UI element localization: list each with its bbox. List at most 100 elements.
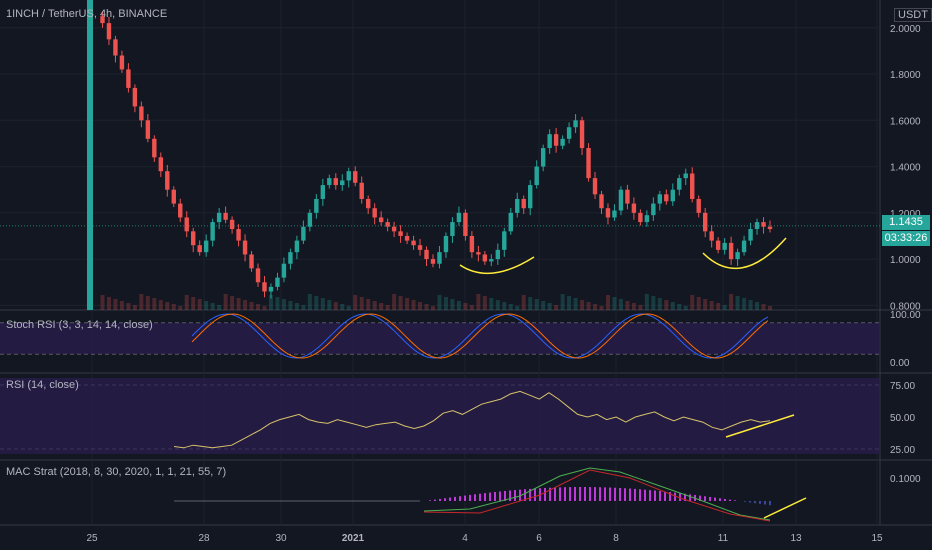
candle: [255, 268, 261, 283]
mac-signal-line: [423, 469, 771, 522]
candle: [327, 178, 332, 186]
candle: [690, 173, 695, 199]
volume-bar: [346, 306, 351, 310]
volume-bar: [489, 298, 494, 310]
candle: [113, 39, 118, 56]
mac-hist-bar: [519, 489, 521, 501]
volume-bar: [554, 305, 559, 310]
mac-hist-bar: [609, 487, 611, 501]
candle: [378, 217, 384, 223]
candle: [443, 235, 449, 253]
volume-bar: [742, 298, 747, 310]
volume-bar: [385, 305, 390, 310]
candle: [631, 203, 637, 213]
volume-bar: [268, 295, 273, 310]
volume-bar: [690, 295, 695, 310]
volume-bar: [735, 296, 740, 310]
volume-bar: [502, 302, 507, 310]
symbol-title[interactable]: 1INCH / TetherUS, 4h, BINANCE: [6, 8, 168, 20]
mac-hist-bar: [654, 490, 656, 501]
candle: [599, 194, 604, 209]
mac-hist-bar: [659, 491, 661, 501]
candle: [216, 212, 222, 223]
mac-hist-bar: [749, 501, 751, 503]
candle: [540, 148, 546, 167]
mac-hist-bar: [724, 498, 726, 501]
time-tick-label: 30: [275, 533, 287, 544]
volume-bar: [281, 299, 286, 310]
rsi-trendline: [725, 414, 795, 438]
mac-hist-bar: [564, 487, 566, 501]
candle: [657, 194, 663, 204]
mac-hist-bar: [759, 501, 761, 504]
candle: [281, 263, 287, 278]
volume-bar: [593, 304, 598, 310]
mac-strat-label[interactable]: MAC Strat (2018, 8, 30, 2020, 1, 1, 21, …: [6, 466, 227, 478]
candle: [683, 173, 688, 179]
mac-hist-bar: [429, 500, 431, 501]
candle: [618, 189, 624, 211]
candle: [696, 198, 701, 213]
stoch-rsi-label[interactable]: Stoch RSI (3, 3, 14, 14, close): [6, 319, 153, 331]
mac-hist-bar: [499, 491, 501, 501]
candle: [605, 208, 611, 218]
candle: [100, 16, 105, 24]
volume-bar: [230, 296, 235, 310]
candle: [709, 231, 714, 241]
rsi-series-line: [173, 390, 771, 449]
candle: [767, 226, 773, 230]
mac-hist-bar: [459, 496, 461, 501]
candle: [249, 254, 254, 269]
countdown-tag: 03:33:26: [882, 231, 930, 246]
volume-bar: [262, 306, 267, 310]
candle: [223, 212, 228, 220]
candle: [87, 0, 93, 310]
volume-bar: [495, 300, 500, 310]
volume-bar: [696, 297, 701, 310]
rsi-label[interactable]: RSI (14, close): [6, 379, 79, 391]
candle: [482, 254, 488, 262]
mac-hist-bar: [769, 501, 771, 506]
volume-bar: [683, 306, 688, 310]
volume-bar: [547, 303, 552, 310]
mac-hist-bar: [614, 487, 616, 501]
volume-bar: [469, 305, 474, 310]
mac-hist-bar: [514, 490, 516, 501]
currency-label[interactable]: USDT: [894, 8, 932, 22]
volume-bar: [113, 299, 118, 310]
candle: [229, 219, 235, 230]
volume-bar: [333, 302, 338, 310]
candle: [210, 222, 215, 241]
volume-bar: [709, 301, 714, 310]
candle: [722, 242, 727, 250]
rsi-tick-label: 25.00: [890, 445, 915, 456]
mac-hist-bar: [444, 498, 446, 501]
price-tick-label: 1.6000: [890, 116, 921, 127]
volume-bar: [748, 300, 753, 310]
price-tick-label: 1.8000: [890, 70, 921, 81]
mac-hist-bar: [719, 498, 721, 501]
annotations: [459, 237, 807, 519]
candle: [314, 198, 319, 213]
volume-bar: [379, 303, 384, 310]
volume-bar: [158, 300, 163, 310]
candle: [728, 242, 734, 260]
volume-bar: [463, 303, 468, 310]
volume-bar: [106, 297, 111, 310]
volume-bar: [476, 294, 481, 310]
time-tick-label: 2021: [342, 533, 365, 544]
candle: [761, 222, 766, 227]
candle: [372, 208, 377, 218]
candle: [430, 259, 436, 264]
volume-bar: [236, 298, 241, 310]
candle: [534, 166, 539, 186]
mac-hist-bar: [574, 487, 576, 501]
candle: [165, 171, 170, 190]
volume-bar: [320, 298, 325, 310]
mac-hist-bar: [494, 491, 496, 501]
candle: [638, 212, 643, 223]
volume-bar: [418, 302, 423, 310]
mac-hist-bar: [474, 494, 476, 501]
volume-bar: [210, 303, 215, 310]
